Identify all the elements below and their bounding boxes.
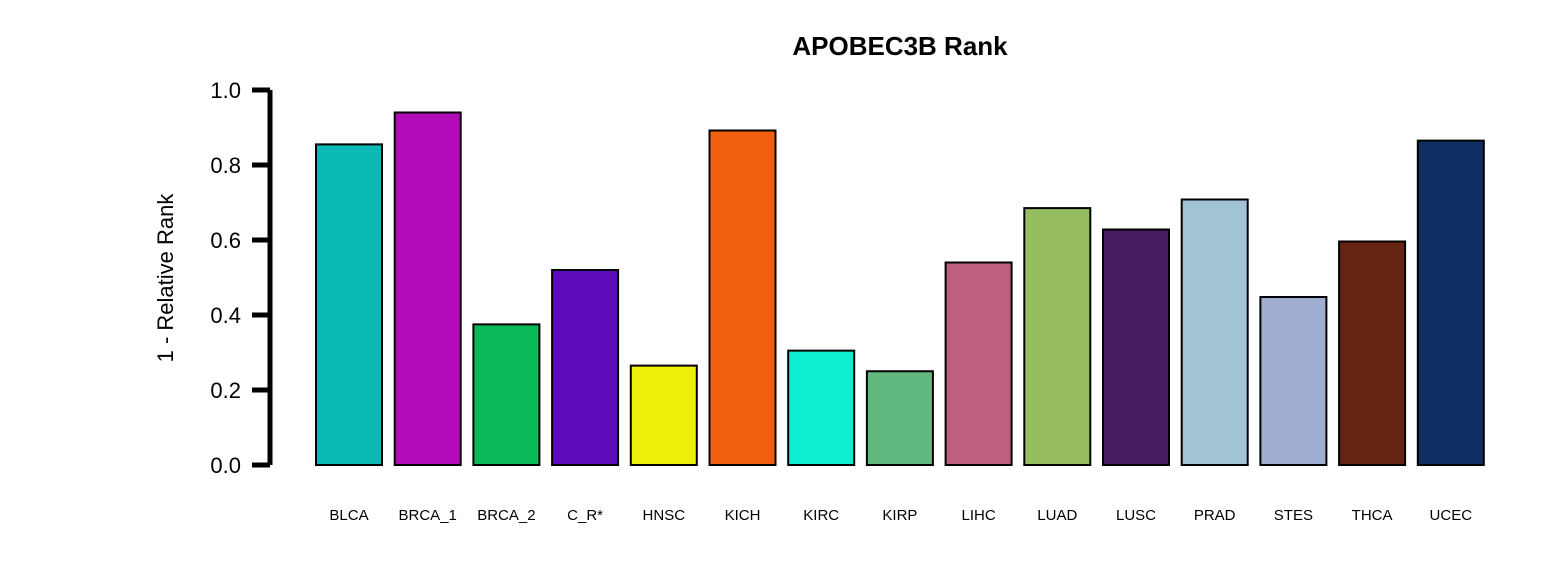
bar-kich [708, 129, 777, 466]
x-tick-label: STES [1274, 507, 1313, 524]
bar-lusc [1102, 228, 1170, 466]
x-tick-label: KIRC [803, 507, 839, 524]
y-tick-label: 1.0 [210, 78, 241, 103]
x-tick-label: HNSC [643, 507, 686, 524]
y-tick-label: 0.0 [210, 453, 241, 478]
bar-blca [315, 143, 383, 466]
x-tick-label: BRCA_1 [399, 507, 457, 524]
bar-kirp [865, 370, 934, 466]
x-tick-label: BLCA [329, 507, 368, 524]
y-tick-label: 0.6 [210, 228, 241, 253]
x-tick-label: THCA [1352, 507, 1393, 524]
bar-hnsc [629, 364, 698, 466]
x-tick-label: LIHC [962, 507, 996, 524]
x-tick-label: BRCA_2 [477, 507, 535, 524]
bar-brca-2 [472, 323, 541, 466]
y-tick-label: 0.8 [210, 153, 241, 178]
y-tick-label: 0.2 [210, 378, 241, 403]
bar-kirc [787, 349, 856, 466]
bar-brca-1 [393, 111, 462, 466]
x-tick-label: C_R* [567, 507, 603, 524]
x-tick-label: LUAD [1037, 507, 1077, 524]
chart-title: APOBEC3B Rank [792, 31, 1008, 61]
x-tick-label: KIRP [882, 507, 917, 524]
x-tick-label: PRAD [1194, 507, 1236, 524]
x-tick-label: UCEC [1430, 507, 1473, 524]
x-tick-label: KICH [725, 507, 761, 524]
x-tick-label: LUSC [1116, 507, 1156, 524]
bar-ucec [1416, 139, 1485, 466]
bars [315, 111, 1485, 466]
x-axis-labels: BLCA BRCA_1 BRCA_2 C_R* HNSC KICH KIRC KIRP LIHC… [329, 507, 1472, 524]
bar-lihc [944, 261, 1013, 466]
bar-c-r [551, 269, 620, 466]
bar-luad [1023, 207, 1092, 466]
bar-prad [1180, 198, 1249, 466]
y-axis-label: 1 - Relative Rank [153, 193, 178, 363]
bar-thca [1338, 240, 1407, 466]
y-axis: 0.0 0.2 0.4 0.6 0.8 1.0 [210, 78, 273, 478]
y-tick-label: 0.4 [210, 303, 241, 328]
bar-stes [1259, 296, 1328, 466]
